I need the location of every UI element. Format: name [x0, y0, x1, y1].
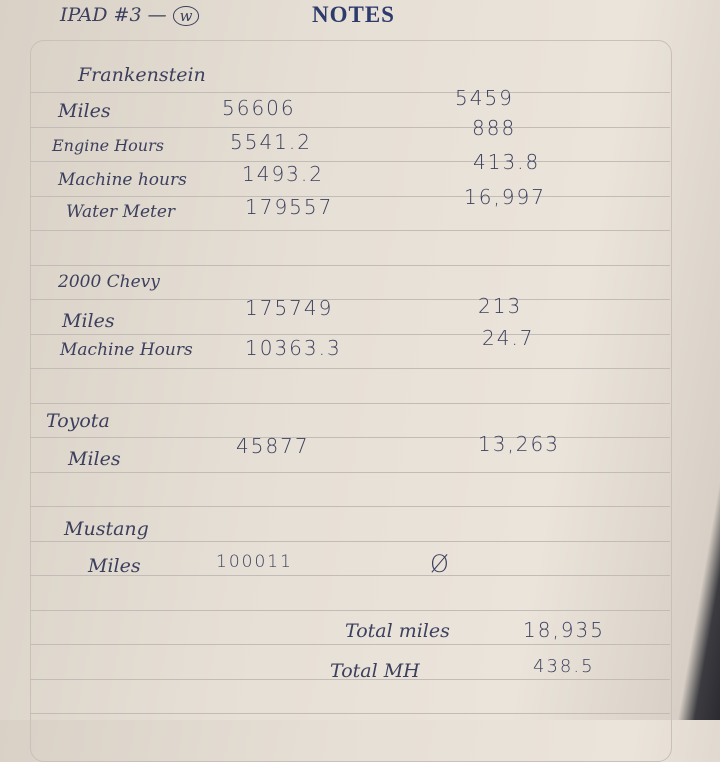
row-value: 175749	[245, 296, 334, 320]
row-value: 179557	[245, 195, 334, 219]
ruled-line	[30, 506, 670, 507]
row-label: Machine hours	[58, 170, 187, 190]
ruled-line	[30, 713, 670, 714]
row-delta: 888	[472, 116, 517, 140]
ruled-line	[30, 644, 670, 645]
row-value: 100011	[216, 552, 293, 572]
row-delta: Ø	[430, 550, 451, 578]
ruled-line	[30, 92, 670, 93]
ruled-line	[30, 265, 670, 266]
ruled-line	[30, 230, 670, 231]
ruled-line	[30, 610, 670, 611]
row-label: Machine Hours	[60, 340, 193, 360]
ruled-line	[30, 679, 670, 680]
total-label: Total MH	[330, 660, 420, 682]
row-value: 1493.2	[242, 162, 324, 186]
ruled-line	[30, 127, 670, 128]
row-delta: 24.7	[482, 326, 535, 350]
row-delta: 5459	[455, 86, 514, 110]
row-value: 56606	[222, 96, 296, 120]
ruled-line	[30, 334, 670, 335]
row-delta: 213	[478, 294, 523, 318]
ruled-line	[30, 472, 670, 473]
ruled-line	[30, 541, 670, 542]
row-value: 10363.3	[245, 336, 342, 360]
row-label: Miles	[62, 310, 115, 332]
ruled-line	[30, 403, 670, 404]
row-value: 45877	[236, 434, 310, 458]
ruled-line	[30, 368, 670, 369]
ruled-line	[30, 575, 670, 576]
row-label: Miles	[58, 100, 111, 122]
ruled-line	[30, 161, 670, 162]
section-title: Frankenstein	[78, 64, 206, 86]
total-value: 438.5	[533, 656, 595, 677]
row-value: 5541.2	[230, 130, 312, 154]
section-title: 2000 Chevy	[58, 272, 160, 292]
page-title: NOTES	[312, 2, 395, 27]
row-label: Miles	[68, 448, 121, 470]
circled-letter: w	[172, 6, 200, 26]
ruled-line	[30, 437, 670, 438]
ruled-line	[30, 196, 670, 197]
row-delta: 16,997	[464, 185, 546, 209]
row-delta: 413.8	[473, 150, 541, 174]
total-value: 18,935	[523, 618, 605, 642]
ruled-line	[30, 299, 670, 300]
row-label: Water Meter	[66, 202, 176, 222]
row-label: Miles	[88, 555, 141, 577]
total-label: Total miles	[345, 620, 450, 642]
row-label: Engine Hours	[52, 136, 164, 155]
row-delta: 13,263	[478, 432, 560, 456]
section-title: Mustang	[64, 518, 149, 540]
section-title: Toyota	[46, 410, 110, 432]
device-label: IPAD #3 — w	[60, 4, 200, 26]
